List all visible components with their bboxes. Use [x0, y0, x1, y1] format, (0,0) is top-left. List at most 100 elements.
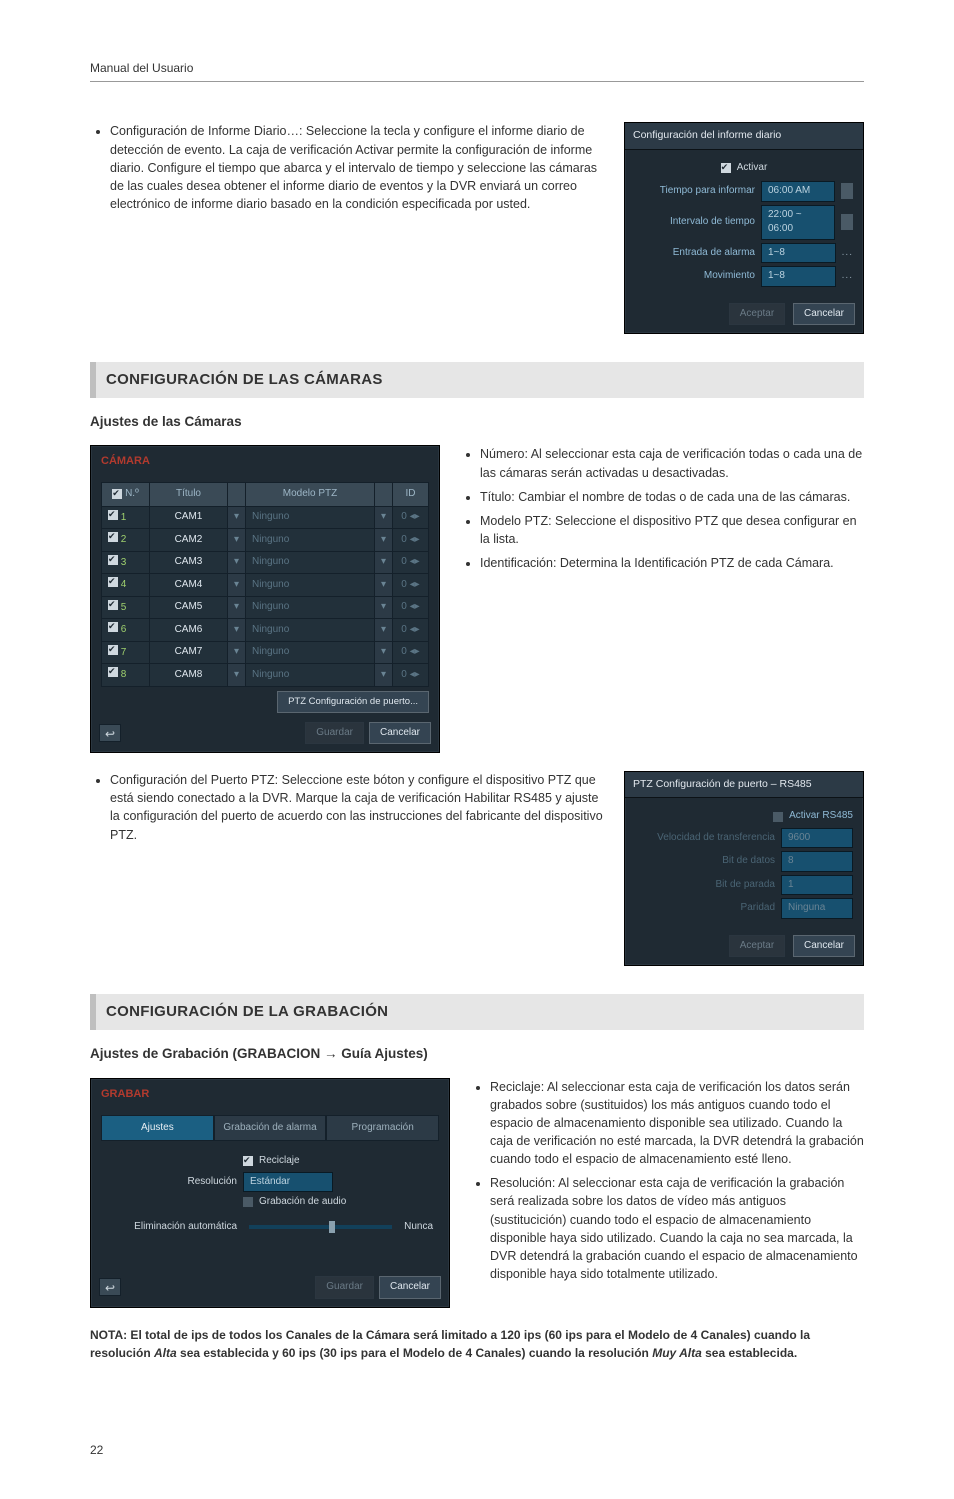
cancel-button[interactable]: Cancelar [793, 935, 855, 958]
table-row: 1CAM1▾Ninguno▾0 ◂▸ [102, 506, 429, 529]
cell-num[interactable]: 4 [102, 574, 150, 597]
time-interval-field[interactable]: 22:00 ~ 06:00 [761, 205, 835, 240]
cell-title[interactable]: CAM7 [150, 641, 228, 664]
tab-schedule[interactable]: Programación [326, 1115, 439, 1142]
stopbit-field[interactable]: 1 [781, 875, 853, 896]
back-button[interactable]: ↩ [99, 1278, 121, 1296]
list-item: Identificación: Determina la Identificac… [480, 554, 864, 572]
parity-field[interactable]: Ninguna [781, 898, 853, 919]
databit-field[interactable]: 8 [781, 851, 853, 872]
cell-num[interactable]: 2 [102, 529, 150, 552]
cell-title[interactable]: CAM3 [150, 551, 228, 574]
audio-checkbox[interactable] [243, 1197, 253, 1207]
cell-title[interactable]: CAM6 [150, 619, 228, 642]
cell-model[interactable]: Ninguno [246, 506, 375, 529]
field-label: Tiempo para informar [635, 184, 755, 199]
autodelete-label: Eliminación automática [107, 1220, 237, 1235]
ptz-port-dialog: PTZ Configuración de puerto – RS485 Acti… [624, 771, 864, 966]
col-num[interactable]: N.º [102, 483, 150, 507]
alarm-input-field[interactable]: 1~8 [761, 243, 836, 264]
table-row: 4CAM4▾Ninguno▾0 ◂▸ [102, 574, 429, 597]
col-model: Modelo PTZ [246, 483, 375, 507]
cell-model[interactable]: Ninguno [246, 619, 375, 642]
activate-checkbox[interactable] [721, 163, 731, 173]
save-button[interactable]: Guardar [315, 1276, 374, 1299]
field-label: Movimiento [635, 269, 755, 284]
cell-id[interactable]: 0 ◂▸ [393, 551, 429, 574]
cell-id[interactable]: 0 ◂▸ [393, 506, 429, 529]
cell-num[interactable]: 1 [102, 506, 150, 529]
section-cameras: CONFIGURACIÓN DE LAS CÁMARAS [90, 362, 864, 398]
motion-field[interactable]: 1~8 [761, 266, 836, 287]
subhead-cameras: Ajustes de las Cámaras [90, 412, 864, 432]
cancel-button[interactable]: Cancelar [793, 303, 855, 326]
stepper-icon[interactable] [841, 214, 853, 230]
cell-model[interactable]: Ninguno [246, 551, 375, 574]
recycle-checkbox[interactable] [243, 1156, 253, 1166]
stepper-icon[interactable] [841, 183, 853, 199]
cell-num[interactable]: 8 [102, 664, 150, 687]
cell-title[interactable]: CAM1 [150, 506, 228, 529]
cell-id[interactable]: 0 ◂▸ [393, 664, 429, 687]
cancel-button[interactable]: Cancelar [379, 1276, 441, 1299]
field-label: Bit de parada [635, 878, 775, 893]
cell-model[interactable]: Ninguno [246, 596, 375, 619]
rs485-label: Activar RS485 [789, 809, 853, 824]
list-item: Número: Al seleccionar esta caja de veri… [480, 445, 864, 481]
list-item: Reciclaje: Al seleccionar esta caja de v… [490, 1078, 864, 1169]
autodelete-slider[interactable] [249, 1225, 392, 1229]
tab-settings[interactable]: Ajustes [101, 1115, 214, 1142]
camera-dialog: CÁMARA N.º Título Modelo PTZ ID 1CAM1▾Ni… [90, 445, 440, 753]
cell-id[interactable]: 0 ◂▸ [393, 619, 429, 642]
cell-num[interactable]: 7 [102, 641, 150, 664]
accept-button[interactable]: Aceptar [729, 935, 785, 958]
field-label: Paridad [635, 901, 775, 916]
audio-label: Grabación de audio [259, 1195, 346, 1210]
save-button[interactable]: Guardar [305, 722, 364, 745]
cell-title[interactable]: CAM2 [150, 529, 228, 552]
intro-bullet: Configuración de Informe Diario…: Selecc… [110, 122, 604, 213]
table-row: 8CAM8▾Ninguno▾0 ◂▸ [102, 664, 429, 687]
cell-model[interactable]: Ninguno [246, 529, 375, 552]
ptz-bullets: Configuración del Puerto PTZ: Seleccione… [90, 771, 604, 850]
cell-title[interactable]: CAM8 [150, 664, 228, 687]
resolution-label: Resolución [107, 1175, 237, 1190]
more-icon[interactable]: ... [842, 269, 853, 284]
ptz-port-button[interactable]: PTZ Configuración de puerto... [277, 691, 429, 713]
cell-title[interactable]: CAM4 [150, 574, 228, 597]
cell-num[interactable]: 5 [102, 596, 150, 619]
tab-alarm-rec[interactable]: Grabación de alarma [214, 1115, 327, 1142]
cell-id[interactable]: 0 ◂▸ [393, 596, 429, 619]
time-report-field[interactable]: 06:00 AM [761, 181, 835, 202]
cell-model[interactable]: Ninguno [246, 641, 375, 664]
table-row: 3CAM3▾Ninguno▾0 ◂▸ [102, 551, 429, 574]
cancel-button[interactable]: Cancelar [369, 722, 431, 745]
back-button[interactable]: ↩ [99, 724, 121, 742]
baud-field[interactable]: 9600 [781, 828, 853, 849]
dialog-title: Configuración del informe diario [625, 123, 863, 149]
resolution-field[interactable]: Estándar [243, 1172, 333, 1193]
more-icon[interactable]: ... [842, 246, 853, 261]
list-item: Configuración del Puerto PTZ: Seleccione… [110, 771, 604, 844]
cell-num[interactable]: 6 [102, 619, 150, 642]
field-label: Entrada de alarma [635, 246, 755, 261]
field-label: Velocidad de transferencia [635, 831, 775, 846]
cell-model[interactable]: Ninguno [246, 664, 375, 687]
cell-num[interactable]: 3 [102, 551, 150, 574]
rs485-checkbox[interactable] [773, 812, 783, 822]
table-row: 6CAM6▾Ninguno▾0 ◂▸ [102, 619, 429, 642]
accept-button[interactable]: Aceptar [729, 303, 785, 326]
list-item: Título: Cambiar el nombre de todas o de … [480, 488, 864, 506]
list-item: Modelo PTZ: Seleccione el dispositivo PT… [480, 512, 864, 548]
cell-id[interactable]: 0 ◂▸ [393, 574, 429, 597]
camera-table: N.º Título Modelo PTZ ID 1CAM1▾Ninguno▾0… [101, 482, 429, 687]
cell-model[interactable]: Ninguno [246, 574, 375, 597]
dialog-title: PTZ Configuración de puerto – RS485 [625, 772, 863, 798]
cell-title[interactable]: CAM5 [150, 596, 228, 619]
cell-id[interactable]: 0 ◂▸ [393, 641, 429, 664]
note-text: NOTA: El total de ips de todos los Canal… [90, 1326, 864, 1362]
subhead-recording: Ajustes de Grabación (GRABACION → Guía A… [90, 1044, 864, 1064]
camera-bullets: Número: Al seleccionar esta caja de veri… [460, 445, 864, 578]
cell-id[interactable]: 0 ◂▸ [393, 529, 429, 552]
field-label: Bit de datos [635, 854, 775, 869]
